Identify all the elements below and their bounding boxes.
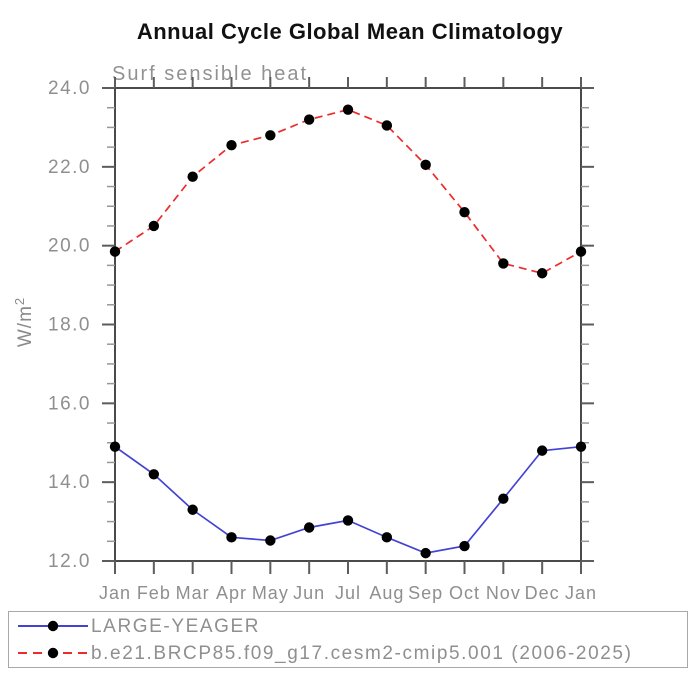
x-tick-label: Jun xyxy=(293,583,325,603)
legend-marker-dot xyxy=(47,620,59,632)
legend: LARGE-YEAGER b.e21.BRCP85.f09_g17.cesm2-… xyxy=(8,611,688,668)
chart-subtitle: Surf sensible heat xyxy=(112,63,308,85)
data-point-0-1 xyxy=(148,469,160,480)
x-tick-label: May xyxy=(252,583,289,603)
data-point-0-9 xyxy=(459,540,470,552)
data-point-0-6 xyxy=(342,515,354,526)
data-point-1-8 xyxy=(420,159,431,171)
x-tick-label: Aug xyxy=(369,583,404,603)
x-tick-label: Mar xyxy=(176,583,210,603)
data-point-1-0 xyxy=(109,246,121,257)
data-point-0-4 xyxy=(265,535,276,546)
data-point-1-12 xyxy=(575,246,587,257)
x-tick-label: Feb xyxy=(137,583,171,603)
x-tick-label: Apr xyxy=(216,583,247,603)
plot-area: Jan Feb Mar Apr May Jun Jul Aug Sep Oct Nov Dec Jan1… xyxy=(48,77,597,603)
x-tick-label: Dec xyxy=(525,583,560,603)
data-point-0-12 xyxy=(575,441,587,452)
y-axis-label-superscript: 2 xyxy=(12,297,27,305)
data-point-1-5 xyxy=(303,114,315,125)
x-tick-label: Jul xyxy=(335,583,361,603)
legend-sample-dashed-line xyxy=(18,647,88,659)
data-point-1-2 xyxy=(187,171,198,182)
data-point-1-3 xyxy=(226,139,237,151)
data-point-0-11 xyxy=(536,445,548,456)
legend-marker-dot xyxy=(47,647,59,659)
x-tick-label: Jan xyxy=(99,583,131,603)
y-tick-label: 16.0 xyxy=(48,393,91,414)
x-tick-label: Sep xyxy=(408,583,443,603)
y-tick-label: 24.0 xyxy=(48,78,91,99)
data-point-0-7 xyxy=(381,532,393,543)
data-point-1-9 xyxy=(459,206,470,218)
x-tick-label: Nov xyxy=(486,583,521,603)
data-point-0-5 xyxy=(303,522,315,533)
legend-row-cesm2: b.e21.BRCP85.f09_g17.cesm2-cmip5.001 (20… xyxy=(9,640,687,666)
series-line-0 xyxy=(114,445,582,554)
x-tick-label: Jan xyxy=(565,583,597,603)
y-axis-label: W/m2 xyxy=(12,297,36,347)
legend-label-cesm2: b.e21.BRCP85.f09_g17.cesm2-cmip5.001 (20… xyxy=(91,642,633,664)
y-tick-label: 18.0 xyxy=(48,315,91,336)
y-axis-label-base: W/m xyxy=(15,305,36,347)
data-point-0-0 xyxy=(109,441,121,452)
chart-title: Annual Cycle Global Mean Climatology xyxy=(137,19,564,44)
annual-cycle-chart: Annual Cycle Global Mean Climatology Sur… xyxy=(12,19,597,603)
data-point-0-3 xyxy=(226,532,237,543)
data-point-1-6 xyxy=(342,104,354,115)
legend-row-large-yeager: LARGE-YEAGER xyxy=(9,613,687,639)
series-line-1 xyxy=(114,108,582,275)
data-point-0-8 xyxy=(420,547,431,559)
y-tick-label: 22.0 xyxy=(48,157,91,178)
y-tick-label: 20.0 xyxy=(48,236,91,257)
data-point-1-7 xyxy=(381,120,393,131)
y-tick-label: 12.0 xyxy=(48,551,91,572)
data-point-1-1 xyxy=(148,220,160,232)
data-point-1-11 xyxy=(536,268,548,279)
data-point-0-2 xyxy=(187,504,198,515)
data-point-1-10 xyxy=(498,258,509,269)
y-tick-label: 14.0 xyxy=(48,472,91,493)
legend-sample-solid-line xyxy=(18,620,88,632)
data-point-0-10 xyxy=(498,493,509,504)
x-tick-label: Oct xyxy=(449,583,480,603)
legend-label-large-yeager: LARGE-YEAGER xyxy=(91,615,261,637)
data-point-1-4 xyxy=(265,130,276,141)
